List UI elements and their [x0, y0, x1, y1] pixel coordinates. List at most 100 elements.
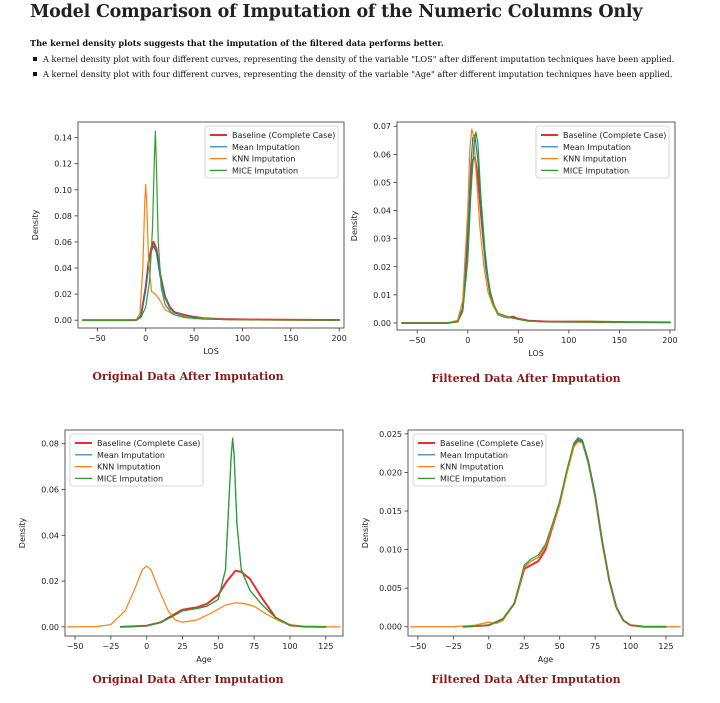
y-axis-label: Density — [361, 518, 370, 549]
legend-label: MICE Imputation — [440, 474, 506, 483]
lead-text: The kernel density plots suggests that t… — [30, 38, 444, 48]
x-tick-label: 50 — [213, 642, 223, 651]
x-tick-label: 0 — [144, 642, 149, 651]
x-tick-label: 25 — [177, 642, 187, 651]
y-tick-label: 0.04 — [373, 207, 391, 216]
legend-label: Baseline (Complete Case) — [232, 131, 335, 140]
series-line-mice-imputation — [462, 438, 667, 628]
y-tick-label: 0.08 — [41, 440, 59, 449]
legend-label: Baseline (Complete Case) — [563, 131, 666, 140]
y-tick-label: 0.00 — [54, 316, 72, 325]
y-tick-label: 0.010 — [379, 546, 402, 555]
x-axis-label: LOS — [203, 347, 219, 356]
y-axis-label: Density — [31, 210, 40, 241]
x-tick-label: −50 — [67, 642, 84, 651]
y-tick-label: 0.02 — [54, 290, 72, 299]
x-tick-label: 125 — [658, 642, 673, 651]
legend-box — [535, 125, 670, 179]
y-tick-label: 0.025 — [379, 430, 402, 439]
legend-label: KNN Imputation — [563, 155, 626, 164]
legend-label: Baseline (Complete Case) — [440, 439, 543, 448]
x-tick-label: −25 — [445, 642, 462, 651]
y-tick-label: 0.00 — [41, 623, 59, 632]
x-tick-label: 150 — [612, 336, 627, 345]
x-axis-label: Age — [196, 655, 212, 664]
los-original-chart: −50 0 50 100 150 200 0.00 0.02 0.04 0.06 0.08 0.10 0… — [31, 121, 347, 356]
series-line-mice-imputation — [82, 130, 340, 321]
x-tick-label: 100 — [623, 642, 638, 651]
legend-label: Mean Imputation — [440, 451, 508, 460]
y-tick-label: 0.05 — [373, 178, 391, 187]
y-tick-label: 0.06 — [54, 238, 72, 247]
legend-box — [69, 433, 204, 487]
y-tick-label: 0.02 — [41, 577, 59, 586]
x-tick-label: 50 — [189, 334, 199, 343]
y-axis-label: Density — [350, 211, 359, 242]
bullet-item: A kernel density plot with four differen… — [30, 67, 674, 82]
x-tick-label: 50 — [513, 336, 523, 345]
y-tick-label: 0.04 — [41, 531, 59, 540]
y-tick-label: 0.08 — [54, 212, 72, 221]
y-tick-label: 0.07 — [373, 122, 391, 131]
x-tick-label: 150 — [283, 334, 298, 343]
y-tick-label: 0.00 — [373, 319, 391, 328]
x-tick-label: 25 — [519, 642, 529, 651]
x-axis-label: Age — [538, 655, 554, 664]
x-tick-label: 200 — [662, 336, 677, 345]
page-title: Model Comparison of Imputation of the Nu… — [30, 2, 643, 22]
legend-label: MICE Imputation — [563, 166, 629, 175]
bullet-list: A kernel density plot with four differen… — [30, 52, 674, 82]
legend-label: Mean Imputation — [97, 451, 165, 460]
x-tick-label: 100 — [561, 336, 576, 345]
y-tick-label: 0.14 — [54, 134, 72, 143]
y-tick-label: 0.02 — [373, 263, 391, 272]
legend-label: Mean Imputation — [232, 143, 300, 152]
series-line-knn-imputation — [67, 565, 341, 628]
x-tick-label: 0 — [486, 642, 491, 651]
x-tick-label: −50 — [409, 336, 426, 345]
chart-caption-age-original: Original Data After Imputation — [92, 673, 284, 686]
y-tick-label: 0.000 — [379, 623, 402, 632]
x-tick-label: 50 — [555, 642, 565, 651]
y-tick-label: 0.06 — [41, 486, 59, 495]
y-tick-label: 0.005 — [379, 584, 402, 593]
y-tick-label: 0.06 — [373, 150, 391, 159]
legend-label: KNN Imputation — [232, 155, 295, 164]
y-tick-label: 0.10 — [54, 186, 72, 195]
chart-caption-los-original: Original Data After Imputation — [92, 370, 284, 383]
x-tick-label: 125 — [318, 642, 333, 651]
legend-label: KNN Imputation — [97, 463, 160, 472]
age-original-chart: −50 −25 0 25 50 75 100 125 0.00 0.02 0.04 0.06 0.08 A… — [18, 429, 344, 664]
y-tick-label: 0.03 — [373, 235, 391, 244]
y-tick-label: 0.01 — [373, 291, 391, 300]
age-filtered-chart: −50 −25 0 25 50 75 100 125 0.000 0.005 0.010 0.015 0… — [361, 429, 684, 664]
legend-label: MICE Imputation — [232, 166, 298, 175]
x-tick-label: 0 — [465, 336, 470, 345]
series-line-mice-imputation — [401, 131, 671, 324]
x-axis-label: LOS — [528, 349, 544, 358]
y-tick-label: 0.12 — [54, 160, 72, 169]
x-tick-label: 100 — [235, 334, 250, 343]
x-tick-label: −50 — [89, 334, 106, 343]
bullet-item: A kernel density plot with four differen… — [30, 52, 674, 67]
chart-caption-age-filtered: Filtered Data After Imputation — [431, 673, 621, 686]
legend-box — [204, 125, 339, 179]
y-tick-label: 0.020 — [379, 468, 402, 477]
x-tick-label: −50 — [409, 642, 426, 651]
x-tick-label: 200 — [332, 334, 347, 343]
los-filtered-chart: −50 0 50 100 150 200 0.00 0.01 0.02 0.03 0.04 0.05 0… — [350, 121, 678, 358]
legend-box — [412, 433, 547, 487]
legend-label: Baseline (Complete Case) — [97, 439, 200, 448]
legend-label: Mean Imputation — [563, 143, 631, 152]
x-tick-label: 75 — [590, 642, 600, 651]
x-tick-label: 0 — [143, 334, 148, 343]
x-tick-label: −25 — [102, 642, 119, 651]
x-tick-label: 100 — [282, 642, 297, 651]
x-tick-label: 75 — [249, 642, 259, 651]
y-axis-label: Density — [18, 518, 27, 549]
series-line-mice-imputation — [120, 437, 327, 628]
legend-label: KNN Imputation — [440, 463, 503, 472]
y-tick-label: 0.015 — [379, 507, 402, 516]
chart-caption-los-filtered: Filtered Data After Imputation — [431, 372, 621, 385]
y-tick-label: 0.04 — [54, 264, 72, 273]
